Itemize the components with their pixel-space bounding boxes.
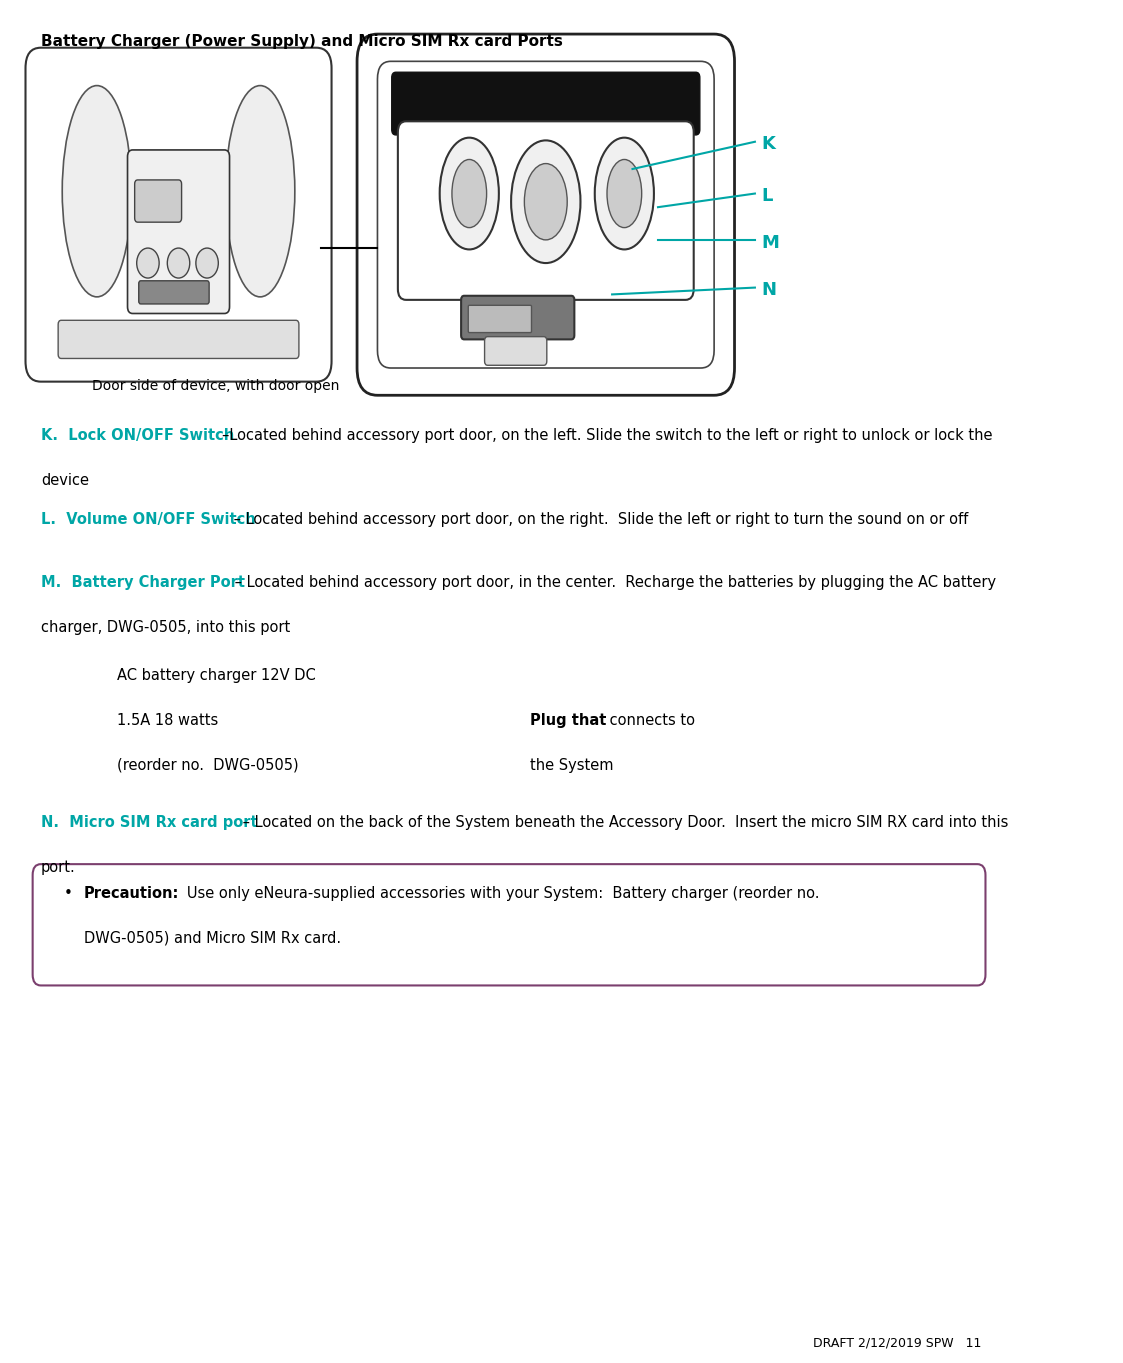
FancyBboxPatch shape bbox=[33, 864, 986, 985]
Text: connects to: connects to bbox=[605, 713, 695, 728]
Ellipse shape bbox=[595, 138, 654, 249]
Text: Door side of device, with door open: Door side of device, with door open bbox=[92, 379, 339, 393]
Text: L: L bbox=[761, 187, 773, 206]
Text: Use only eNeura-supplied accessories with your System:  Battery charger (reorder: Use only eNeura-supplied accessories wit… bbox=[173, 886, 820, 901]
Text: – Located on the back of the System beneath the Accessory Door.  Insert the micr: – Located on the back of the System bene… bbox=[238, 815, 1008, 830]
Text: DWG-0505) and Micro SIM Rx card.: DWG-0505) and Micro SIM Rx card. bbox=[83, 931, 340, 946]
FancyBboxPatch shape bbox=[485, 337, 547, 365]
Text: M.  Battery Charger Port: M. Battery Charger Port bbox=[40, 575, 245, 590]
FancyBboxPatch shape bbox=[135, 180, 182, 222]
Ellipse shape bbox=[451, 159, 486, 228]
FancyBboxPatch shape bbox=[377, 61, 714, 368]
Ellipse shape bbox=[440, 138, 499, 249]
Text: M: M bbox=[761, 233, 779, 252]
FancyBboxPatch shape bbox=[398, 121, 694, 300]
Text: – Located behind accessory port door, in the center.  Recharge the batteries by : – Located behind accessory port door, in… bbox=[229, 575, 996, 590]
FancyBboxPatch shape bbox=[392, 72, 700, 135]
Text: Precaution:: Precaution: bbox=[83, 886, 179, 901]
Circle shape bbox=[167, 248, 190, 278]
Circle shape bbox=[195, 248, 218, 278]
FancyBboxPatch shape bbox=[468, 305, 531, 333]
Text: AC battery charger 12V DC: AC battery charger 12V DC bbox=[117, 668, 316, 683]
FancyBboxPatch shape bbox=[58, 320, 299, 358]
Text: charger, DWG-0505, into this port: charger, DWG-0505, into this port bbox=[40, 620, 290, 635]
Ellipse shape bbox=[511, 140, 581, 263]
Text: K: K bbox=[761, 135, 775, 154]
FancyBboxPatch shape bbox=[139, 281, 209, 304]
Text: K.  Lock ON/OFF Switch: K. Lock ON/OFF Switch bbox=[40, 428, 239, 443]
Text: (reorder no.  DWG-0505): (reorder no. DWG-0505) bbox=[117, 758, 299, 773]
Text: •: • bbox=[63, 886, 72, 901]
Ellipse shape bbox=[62, 86, 131, 297]
Text: the System: the System bbox=[530, 758, 614, 773]
Text: – Located behind accessory port door, on the right.  Slide the left or right to : – Located behind accessory port door, on… bbox=[228, 512, 968, 527]
Circle shape bbox=[137, 248, 159, 278]
Text: device: device bbox=[40, 473, 89, 488]
Ellipse shape bbox=[608, 159, 641, 228]
Ellipse shape bbox=[226, 86, 295, 297]
Text: N: N bbox=[761, 281, 776, 300]
Text: Battery Charger (Power Supply) and Micro SIM Rx card Ports: Battery Charger (Power Supply) and Micro… bbox=[40, 34, 563, 49]
Text: –Located behind accessory port door, on the left. Slide the switch to the left o: –Located behind accessory port door, on … bbox=[222, 428, 993, 443]
FancyBboxPatch shape bbox=[357, 34, 734, 395]
FancyBboxPatch shape bbox=[26, 48, 331, 382]
Text: Plug that: Plug that bbox=[530, 713, 606, 728]
FancyBboxPatch shape bbox=[462, 296, 574, 339]
Text: L.  Volume ON/OFF Switch: L. Volume ON/OFF Switch bbox=[40, 512, 256, 527]
FancyBboxPatch shape bbox=[128, 150, 229, 313]
Text: N.  Micro SIM Rx card port: N. Micro SIM Rx card port bbox=[40, 815, 257, 830]
Ellipse shape bbox=[524, 164, 567, 240]
Text: 1.5A 18 watts: 1.5A 18 watts bbox=[117, 713, 219, 728]
Text: DRAFT 2/12/2019 SPW   11: DRAFT 2/12/2019 SPW 11 bbox=[813, 1336, 982, 1349]
Text: port.: port. bbox=[40, 860, 75, 875]
